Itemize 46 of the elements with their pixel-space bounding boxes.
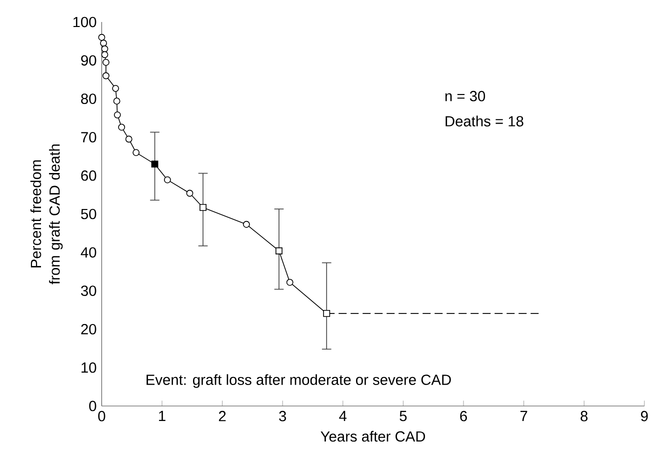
point bbox=[323, 310, 330, 317]
x-axis-title: Years after CAD bbox=[320, 430, 426, 442]
point bbox=[186, 190, 194, 197]
point bbox=[102, 58, 110, 66]
y-tick-label: 10 bbox=[82, 362, 96, 373]
y-tick-label: 20 bbox=[81, 324, 96, 334]
point bbox=[100, 40, 107, 47]
y-tick-label: 100 bbox=[73, 16, 96, 28]
x-tick-label: 6 bbox=[460, 410, 467, 422]
annotation: Event: graft loss after moderate or severe CAD bbox=[146, 374, 451, 388]
x-tick-label: 3 bbox=[279, 410, 286, 422]
point bbox=[118, 124, 126, 131]
point bbox=[101, 45, 108, 52]
point bbox=[164, 176, 171, 184]
y-tick-label: 80 bbox=[81, 94, 96, 104]
point bbox=[113, 98, 120, 105]
x-tick-label: 1 bbox=[159, 410, 166, 422]
point bbox=[98, 34, 106, 41]
point bbox=[242, 220, 250, 228]
y-tick-label: 0 bbox=[89, 400, 96, 412]
y-tick-label: 30 bbox=[81, 286, 96, 296]
point bbox=[276, 247, 282, 254]
point bbox=[151, 160, 158, 168]
annotation: n = 30 bbox=[445, 90, 486, 102]
y-tick-label: 70 bbox=[81, 132, 96, 142]
y-tick-label: 50 bbox=[81, 208, 96, 220]
x-tick-label: 7 bbox=[520, 410, 528, 422]
y-tick-label: 90 bbox=[81, 55, 96, 66]
point bbox=[112, 84, 120, 92]
point bbox=[132, 149, 140, 156]
point bbox=[101, 51, 108, 58]
point bbox=[125, 136, 132, 143]
x-tick-label: 5 bbox=[400, 410, 407, 422]
y-tick-label: 60 bbox=[81, 170, 96, 181]
x-tick-label: 4 bbox=[339, 410, 347, 422]
point bbox=[114, 111, 121, 118]
y-tick-label: 40 bbox=[80, 247, 96, 258]
point bbox=[200, 204, 206, 211]
point bbox=[102, 72, 110, 80]
x-tick-label: 8 bbox=[580, 410, 588, 422]
x-tick-label: 2 bbox=[218, 410, 226, 422]
annotation: Deaths = 18 bbox=[446, 116, 524, 126]
x-tick-label: 9 bbox=[641, 410, 648, 422]
point bbox=[286, 278, 294, 286]
y-axis-title: Percent freedom from graft CAD death bbox=[30, 144, 63, 284]
x-tick-label: 0 bbox=[98, 410, 106, 422]
